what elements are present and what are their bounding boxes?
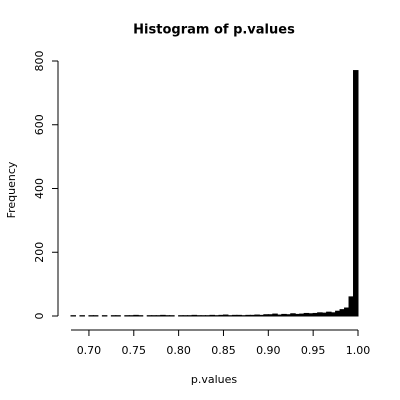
x-tick-label: 0.95 (301, 344, 326, 357)
x-tick-label: 0.70 (77, 344, 102, 357)
bar (160, 314, 166, 317)
x-tick-label: 0.75 (122, 344, 147, 357)
bar (303, 312, 310, 317)
bar (281, 313, 287, 317)
bar (222, 314, 229, 317)
bar (191, 314, 198, 317)
bar (344, 307, 350, 317)
x-tick-label: 0.90 (256, 344, 281, 357)
y-tick-label: 0 (33, 313, 46, 320)
bar (290, 313, 296, 317)
bar (294, 313, 301, 317)
x-tick-label: 0.80 (166, 344, 191, 357)
bar (339, 309, 346, 317)
bar (209, 314, 215, 317)
bar (326, 311, 332, 317)
bar (308, 313, 314, 317)
bar (321, 312, 328, 317)
bar (218, 314, 224, 317)
bar (312, 312, 319, 317)
bar (258, 314, 265, 317)
bar (335, 310, 341, 317)
y-tick-label: 600 (33, 114, 46, 135)
bar (285, 314, 292, 317)
bar (276, 314, 283, 317)
bar (348, 296, 355, 317)
x-tick-label: 0.85 (211, 344, 236, 357)
y-tick-label: 800 (33, 51, 46, 72)
bar (267, 314, 274, 317)
bar (272, 313, 278, 317)
y-tick-label: 400 (33, 178, 46, 199)
bar (254, 314, 260, 317)
x-axis-label: p.values (191, 373, 238, 386)
chart-title: Histogram of p.values (133, 23, 295, 38)
bar (231, 314, 238, 317)
x-tick-label: 1.00 (346, 344, 371, 357)
bar (299, 313, 305, 317)
bar (317, 312, 323, 317)
y-tick-label: 200 (33, 242, 46, 263)
bar (133, 314, 139, 317)
bar (330, 312, 337, 317)
bar (236, 314, 242, 317)
y-axis-label: Frequency (5, 161, 18, 218)
bar (353, 70, 359, 317)
bar (263, 314, 269, 317)
bar (245, 314, 251, 317)
bar (249, 314, 256, 317)
